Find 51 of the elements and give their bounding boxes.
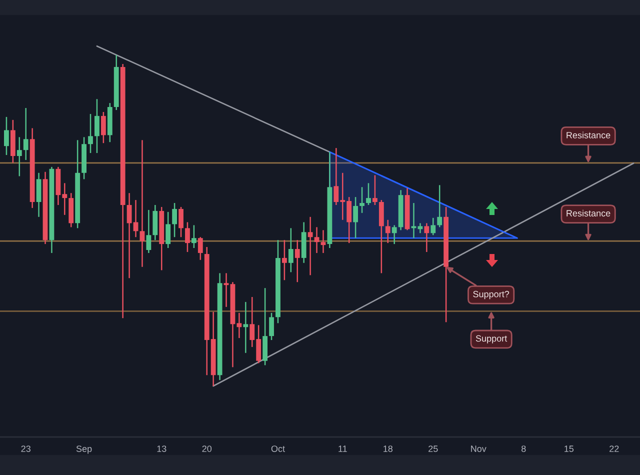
candlestick (146, 209, 152, 254)
annotation: Resistance (566, 210, 610, 216)
candlestick (308, 216, 313, 276)
candlestick (243, 301, 248, 354)
candlestick (100, 111, 106, 144)
x-tick-label: Oct (271, 446, 285, 452)
x-tick-label: 8 (522, 446, 526, 452)
candlestick (269, 312, 274, 341)
x-tick-label: 23 (21, 446, 30, 452)
candlestick (437, 184, 442, 228)
candlestick (392, 224, 397, 245)
candlestick (372, 174, 378, 206)
candlestick (430, 217, 436, 236)
candlestick (94, 98, 100, 154)
candlestick (314, 226, 320, 254)
candlestick (166, 211, 171, 249)
x-tick-label: 11 (338, 446, 347, 452)
candlestick (294, 239, 300, 283)
candlestick (353, 196, 358, 239)
candlestick (140, 139, 145, 268)
candlestick (16, 136, 22, 177)
x-tick-label: 18 (384, 446, 393, 452)
candlestick (424, 222, 430, 253)
x-tick-label: 25 (428, 446, 438, 452)
candlestick (4, 116, 9, 156)
annotation: Support (476, 335, 508, 344)
annotation: Support? (473, 290, 510, 300)
candlestick (288, 228, 294, 273)
candlestick (185, 222, 190, 253)
candlestick (178, 206, 184, 238)
candlestick (191, 224, 196, 249)
x-tick-label: Sep (76, 446, 92, 454)
x-tick-label: Nov (471, 446, 486, 452)
candlestick (133, 199, 138, 238)
candlestick (126, 192, 132, 279)
x-tick-label: 15 (564, 446, 574, 452)
candlestick (366, 182, 371, 206)
candlestick (198, 236, 203, 261)
candlestick (23, 107, 28, 161)
x-tick-label: 22 (610, 446, 619, 452)
x-tick-label: 13 (157, 446, 166, 452)
candlestick (36, 172, 42, 218)
candlestick (360, 186, 364, 214)
candlestick (320, 230, 326, 254)
candlestick (282, 239, 287, 281)
candlestick (88, 113, 93, 154)
candlestick (385, 219, 390, 244)
x-tick-label: 20 (202, 446, 212, 452)
annotation: Resistance (566, 132, 610, 138)
candlestick (224, 272, 229, 308)
candlestick (172, 202, 177, 238)
